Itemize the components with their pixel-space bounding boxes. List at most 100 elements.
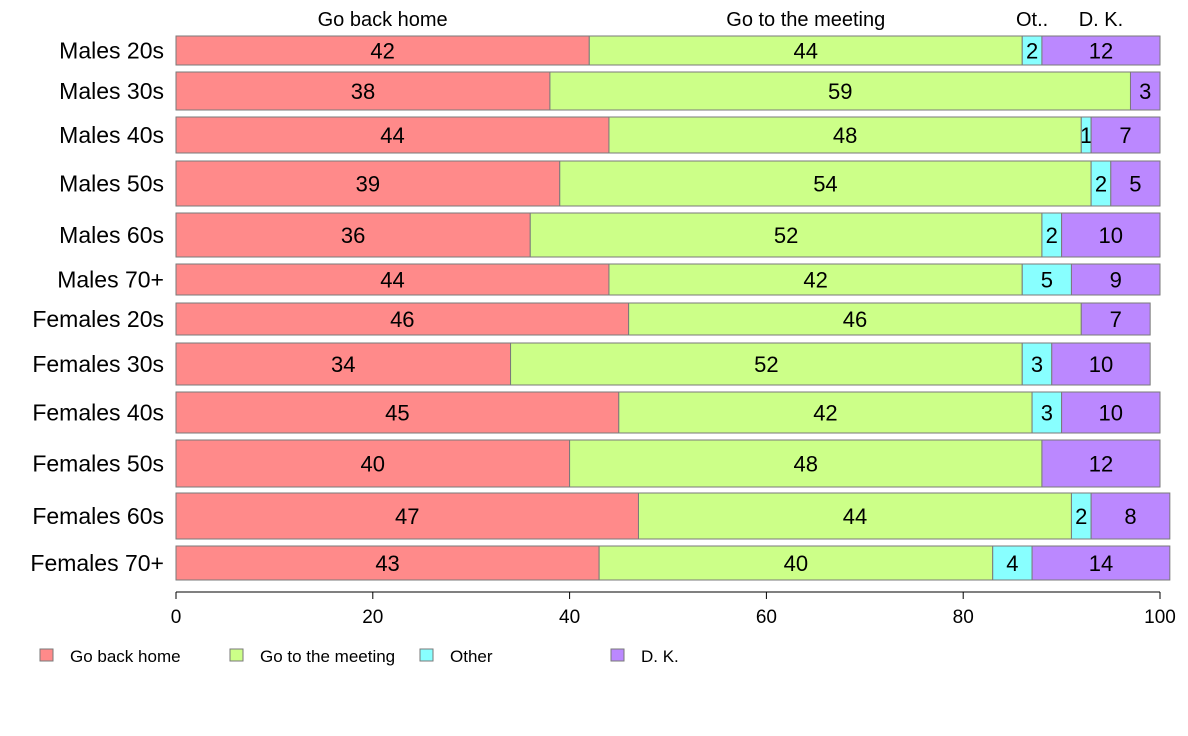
bar-segment-go-back-home-males-70	[175, 263, 610, 296]
top-series-label-1: Go to the meeting	[726, 9, 885, 31]
data-label-go-to-the-meeting-males-20s: 44	[794, 39, 818, 64]
bar-segment-d-k-females-20s	[1080, 302, 1151, 336]
category-label-females-60s: Females 60s	[32, 503, 164, 529]
x-tick-label-0: 0	[171, 607, 182, 628]
legend-label-other: Other	[450, 647, 493, 666]
data-label-go-back-home-males-20s: 42	[370, 39, 394, 64]
bar-segment-d-k-males-30s	[1129, 71, 1161, 111]
data-label-go-back-home-females-70: 43	[375, 551, 399, 576]
legend-swatch-d-k	[610, 648, 625, 662]
legend-label-go-to-the-meeting: Go to the meeting	[260, 647, 395, 666]
data-label-go-back-home-females-40s: 45	[385, 401, 409, 426]
x-tick-label-20: 20	[362, 607, 383, 628]
bar-segment-go-back-home-females-20s	[175, 302, 630, 336]
data-label-go-to-the-meeting-females-50s: 48	[794, 452, 818, 477]
data-label-go-back-home-females-50s: 40	[361, 452, 385, 477]
category-label-females-20s: Females 20s	[32, 306, 164, 332]
legend-label-d-k: D. K.	[641, 647, 679, 666]
data-label-other-females-40s: 3	[1041, 401, 1053, 426]
bar-segment-d-k-females-50s	[1041, 439, 1161, 488]
x-tick-label-80: 80	[953, 607, 974, 628]
category-label-males-30s: Males 30s	[59, 78, 164, 104]
legend-label-go-back-home: Go back home	[70, 647, 181, 666]
bar-segment-go-to-the-meeting-males-50s	[559, 160, 1092, 207]
bar-segment-other-males-70	[1021, 263, 1072, 296]
bar-segment-d-k-females-60s	[1090, 492, 1171, 540]
category-label-males-50s: Males 50s	[59, 171, 164, 197]
bar-segment-d-k-males-60s	[1061, 212, 1161, 258]
data-label-go-to-the-meeting-females-30s: 52	[754, 352, 778, 377]
data-label-go-to-the-meeting-males-70: 42	[803, 268, 827, 293]
bar-segment-d-k-males-50s	[1110, 160, 1161, 207]
top-series-label-2: Ot..	[1016, 9, 1048, 31]
data-label-other-females-60s: 2	[1075, 504, 1087, 529]
bar-segment-go-back-home-females-50s	[175, 439, 571, 488]
bar-segment-go-to-the-meeting-females-20s	[628, 302, 1082, 336]
data-label-d-k-females-30s: 10	[1089, 352, 1113, 377]
legend-swatch-other	[419, 648, 434, 662]
x-tick-label-100: 100	[1144, 607, 1176, 628]
bar-segment-go-to-the-meeting-males-40s	[608, 116, 1082, 154]
bar-segment-go-to-the-meeting-females-40s	[618, 391, 1033, 434]
data-label-d-k-males-60s: 10	[1099, 223, 1123, 248]
category-label-females-30s: Females 30s	[32, 351, 164, 377]
bar-segment-go-back-home-males-20s	[175, 35, 590, 66]
bar-segment-go-to-the-meeting-males-60s	[529, 212, 1043, 258]
data-label-other-males-50s: 2	[1095, 172, 1107, 197]
bar-segment-go-back-home-males-30s	[175, 71, 551, 111]
data-label-d-k-males-20s: 12	[1089, 39, 1113, 64]
data-label-go-back-home-males-60s: 36	[341, 223, 365, 248]
data-label-d-k-females-60s: 8	[1124, 504, 1136, 529]
data-label-other-males-60s: 2	[1046, 223, 1058, 248]
bar-segment-d-k-males-70	[1070, 263, 1161, 296]
data-label-go-back-home-males-30s: 38	[351, 79, 375, 104]
data-label-d-k-males-50s: 5	[1129, 172, 1141, 197]
bar-segment-other-females-40s	[1031, 391, 1063, 434]
bar-segment-other-females-30s	[1021, 342, 1053, 386]
category-label-males-60s: Males 60s	[59, 222, 164, 248]
data-label-other-females-30s: 3	[1031, 352, 1043, 377]
bar-segment-d-k-females-40s	[1061, 391, 1161, 434]
bar-segment-other-females-70	[992, 545, 1033, 581]
data-label-go-to-the-meeting-females-20s: 46	[843, 307, 867, 332]
bar-segment-go-back-home-males-40s	[175, 116, 610, 154]
bar-segment-d-k-males-40s	[1090, 116, 1161, 154]
category-label-males-70: Males 70+	[57, 267, 164, 293]
bar-segment-go-to-the-meeting-males-20s	[588, 35, 1023, 66]
data-label-go-to-the-meeting-females-40s: 42	[813, 401, 837, 426]
top-series-label-3: D. K.	[1079, 9, 1123, 31]
bar-segment-go-back-home-females-70	[175, 545, 600, 581]
category-label-females-70: Females 70+	[30, 550, 164, 576]
data-label-go-back-home-males-70: 44	[380, 268, 404, 293]
category-label-males-40s: Males 40s	[59, 122, 164, 148]
bar-segment-d-k-females-70	[1031, 545, 1171, 581]
legend-swatch-go-back-home	[39, 648, 54, 662]
bar-segment-go-back-home-females-60s	[175, 492, 639, 540]
bar-segment-d-k-males-20s	[1041, 35, 1161, 66]
data-label-d-k-females-20s: 7	[1110, 307, 1122, 332]
data-label-go-to-the-meeting-males-40s: 48	[833, 123, 857, 148]
data-label-other-males-70: 5	[1041, 268, 1053, 293]
data-label-go-to-the-meeting-males-30s: 59	[828, 79, 852, 104]
data-label-go-to-the-meeting-males-60s: 52	[774, 223, 798, 248]
category-label-males-20s: Males 20s	[59, 38, 164, 64]
data-label-d-k-males-70: 9	[1110, 268, 1122, 293]
legend-swatch-go-to-the-meeting	[229, 648, 244, 662]
data-label-go-to-the-meeting-females-70: 40	[784, 551, 808, 576]
data-label-d-k-males-40s: 7	[1119, 123, 1131, 148]
data-label-other-males-40s: 1	[1080, 123, 1092, 148]
data-label-go-back-home-females-60s: 47	[395, 504, 419, 529]
data-label-d-k-females-50s: 12	[1089, 452, 1113, 477]
data-label-go-back-home-males-50s: 39	[356, 172, 380, 197]
data-label-go-back-home-males-40s: 44	[380, 123, 404, 148]
bar-segment-go-back-home-males-50s	[175, 160, 561, 207]
data-label-other-females-70: 4	[1006, 551, 1018, 576]
category-label-females-40s: Females 40s	[32, 400, 164, 426]
data-label-d-k-females-70: 14	[1089, 551, 1113, 576]
data-label-go-to-the-meeting-females-60s: 44	[843, 504, 867, 529]
bar-segment-d-k-females-30s	[1051, 342, 1151, 386]
data-label-d-k-females-40s: 10	[1099, 401, 1123, 426]
data-label-d-k-males-30s: 3	[1139, 79, 1151, 104]
x-tick-label-40: 40	[559, 607, 580, 628]
